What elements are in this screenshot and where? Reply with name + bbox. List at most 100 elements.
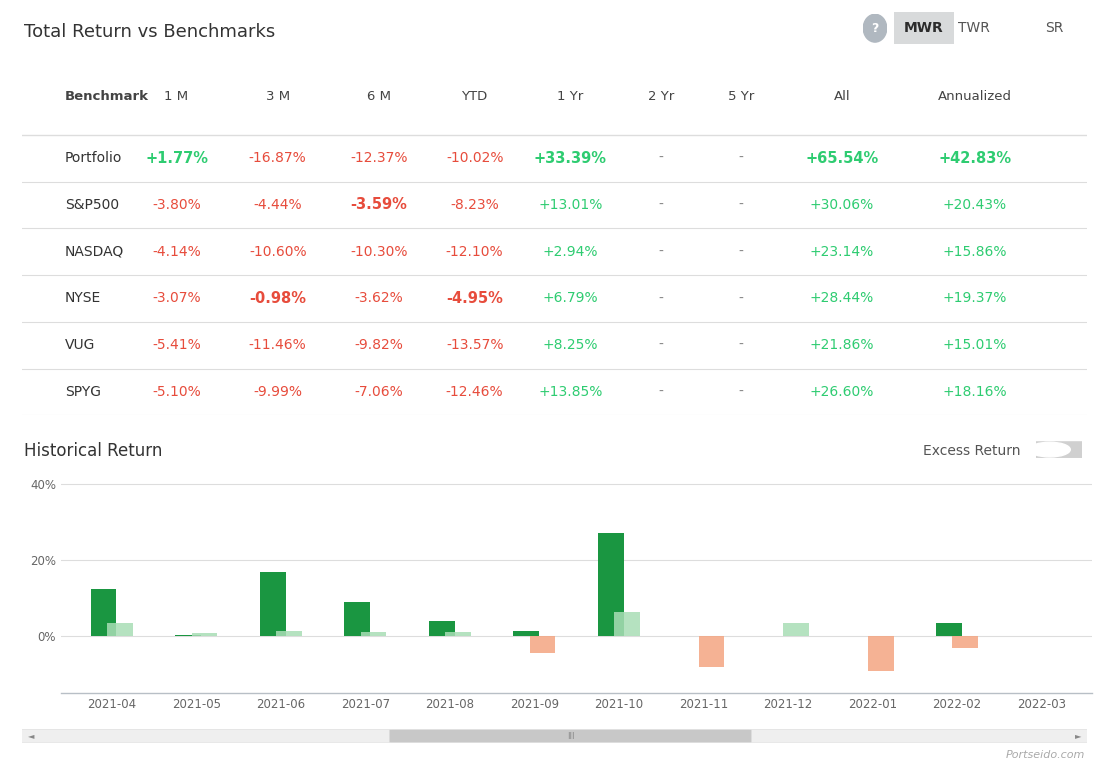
Text: -10.02%: -10.02% (446, 151, 503, 165)
Text: +30.06%: +30.06% (810, 198, 874, 212)
Text: -: - (659, 291, 663, 306)
Text: Total Return vs Benchmarks: Total Return vs Benchmarks (24, 23, 276, 41)
Text: SPYG: SPYG (64, 385, 101, 399)
Bar (106, 623, 133, 636)
Text: ◄: ◄ (28, 732, 34, 741)
Text: +28.44%: +28.44% (810, 291, 874, 306)
Bar (699, 636, 724, 667)
Text: +23.14%: +23.14% (810, 245, 874, 258)
Text: +21.86%: +21.86% (810, 338, 874, 352)
Text: -: - (739, 338, 743, 352)
Text: -: - (739, 151, 743, 165)
Text: -3.59%: -3.59% (350, 197, 407, 213)
Text: -4.95%: -4.95% (446, 291, 503, 306)
Text: -: - (739, 291, 743, 306)
Text: -: - (659, 338, 663, 352)
Text: ?: ? (872, 21, 878, 35)
Bar (260, 572, 285, 636)
Text: -3.80%: -3.80% (152, 198, 201, 212)
Text: ►: ► (1075, 732, 1081, 741)
Text: -: - (659, 198, 663, 212)
Text: -: - (739, 385, 743, 399)
Text: -16.87%: -16.87% (248, 151, 306, 165)
Text: +6.79%: +6.79% (542, 291, 598, 306)
Text: +65.54%: +65.54% (805, 151, 878, 165)
Text: All: All (834, 90, 851, 104)
Text: 1 Yr: 1 Yr (558, 90, 583, 104)
Text: SR: SR (1046, 21, 1064, 35)
Bar (429, 621, 455, 636)
Text: NASDAQ: NASDAQ (64, 245, 124, 258)
Bar (936, 623, 962, 636)
Text: +33.39%: +33.39% (533, 151, 607, 165)
Bar (868, 636, 894, 671)
Text: S&P500: S&P500 (64, 198, 119, 212)
Bar (345, 602, 370, 636)
Text: -9.99%: -9.99% (253, 385, 302, 399)
Circle shape (863, 14, 887, 42)
Text: +13.01%: +13.01% (538, 198, 602, 212)
Text: +2.94%: +2.94% (542, 245, 598, 258)
Text: -3.07%: -3.07% (152, 291, 201, 306)
Text: -12.46%: -12.46% (446, 385, 503, 399)
Text: Portfolio: Portfolio (64, 151, 122, 165)
Text: 1 M: 1 M (164, 90, 189, 104)
Text: -: - (659, 151, 663, 165)
Circle shape (1029, 442, 1070, 457)
Bar (91, 588, 116, 636)
Bar (360, 632, 386, 636)
Bar (445, 632, 471, 636)
Text: +20.43%: +20.43% (943, 198, 1007, 212)
FancyBboxPatch shape (1034, 441, 1085, 458)
Text: YTD: YTD (461, 90, 488, 104)
Bar (530, 636, 556, 653)
Text: -10.60%: -10.60% (248, 245, 306, 258)
FancyBboxPatch shape (889, 10, 958, 46)
Text: -: - (659, 245, 663, 258)
Text: +13.85%: +13.85% (538, 385, 602, 399)
Text: 5 Yr: 5 Yr (728, 90, 754, 104)
Text: MWR: MWR (904, 21, 944, 35)
FancyBboxPatch shape (389, 730, 752, 742)
Bar (783, 623, 808, 636)
Text: 3 M: 3 M (266, 90, 289, 104)
Text: -5.10%: -5.10% (152, 385, 201, 399)
Text: +1.77%: +1.77% (145, 151, 208, 165)
Text: Annualized: Annualized (938, 90, 1013, 104)
Text: +42.83%: +42.83% (938, 151, 1011, 165)
Text: NYSE: NYSE (64, 291, 101, 306)
Text: -: - (739, 198, 743, 212)
Bar (598, 533, 623, 636)
Text: -10.30%: -10.30% (350, 245, 408, 258)
FancyBboxPatch shape (11, 729, 1098, 743)
Text: TWR: TWR (958, 21, 989, 35)
Text: 6 M: 6 M (367, 90, 390, 104)
Text: -9.82%: -9.82% (355, 338, 404, 352)
Text: +15.86%: +15.86% (943, 245, 1007, 258)
Bar (192, 633, 217, 636)
Text: +26.60%: +26.60% (810, 385, 874, 399)
Bar (614, 611, 640, 636)
Text: -11.46%: -11.46% (248, 338, 306, 352)
Text: -7.06%: -7.06% (355, 385, 404, 399)
Text: VUG: VUG (64, 338, 95, 352)
Bar (513, 631, 539, 636)
Text: 2 Yr: 2 Yr (648, 90, 674, 104)
Text: -3.62%: -3.62% (355, 291, 404, 306)
Bar (276, 631, 302, 636)
Text: Portseido.com: Portseido.com (1005, 750, 1085, 760)
Text: -: - (739, 245, 743, 258)
Text: Benchmark: Benchmark (64, 90, 149, 104)
Text: Excess Return: Excess Return (923, 444, 1020, 458)
Text: -8.23%: -8.23% (450, 198, 499, 212)
Text: +8.25%: +8.25% (542, 338, 598, 352)
Text: -12.37%: -12.37% (350, 151, 408, 165)
Text: -4.14%: -4.14% (152, 245, 201, 258)
Text: +19.37%: +19.37% (943, 291, 1007, 306)
Text: -4.44%: -4.44% (253, 198, 302, 212)
Text: -5.41%: -5.41% (152, 338, 201, 352)
Text: -0.98%: -0.98% (250, 291, 306, 306)
Text: -: - (659, 385, 663, 399)
Text: +15.01%: +15.01% (943, 338, 1007, 352)
Text: Historical Return: Historical Return (24, 442, 163, 460)
